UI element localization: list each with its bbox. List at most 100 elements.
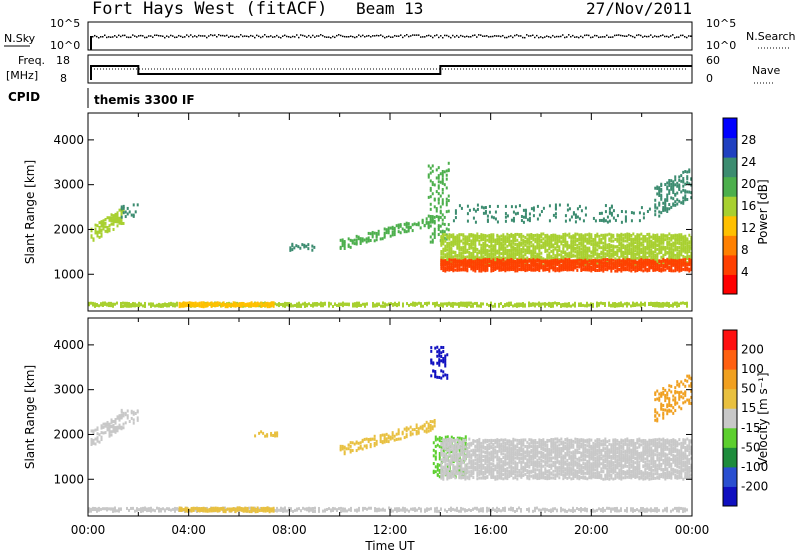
range-cell (480, 509, 482, 513)
range-cell (552, 267, 555, 271)
range-cell (590, 239, 593, 243)
range-cell (664, 252, 667, 256)
range-cell (540, 240, 543, 244)
nsky-sample (202, 35, 204, 37)
range-cell (126, 212, 129, 216)
range-cell (520, 238, 523, 242)
range-cell (490, 235, 493, 239)
nsky-sample (298, 36, 300, 39)
range-cell (682, 263, 685, 267)
range-cell (534, 240, 537, 244)
range-cell (346, 509, 348, 513)
range-cell (530, 240, 533, 244)
range-cell (397, 223, 400, 227)
range-cell (548, 256, 551, 260)
nsky-sample (164, 36, 166, 39)
range-cell (514, 234, 517, 238)
range-cell (508, 233, 511, 237)
range-cell (440, 255, 443, 259)
range-cell (468, 245, 471, 249)
range-cell (260, 430, 263, 434)
range-cell (494, 302, 496, 306)
range-cell (650, 259, 653, 263)
range-cell (596, 252, 599, 256)
range-cell (381, 433, 384, 437)
range-cell (640, 266, 643, 270)
range-cell (686, 262, 689, 266)
range-cell (628, 267, 631, 271)
range-cell (268, 302, 271, 306)
range-cell (500, 302, 502, 306)
range-cell (522, 215, 525, 219)
range-cell (132, 412, 135, 416)
range-cell (532, 254, 535, 258)
range-cell (634, 508, 636, 512)
range-cell (446, 265, 449, 269)
nsky-sample (142, 35, 144, 37)
nsky-sample (200, 35, 202, 37)
range-cell (584, 265, 587, 269)
range-cell (620, 241, 623, 245)
nsky-sample (196, 36, 198, 38)
range-cell (427, 422, 430, 426)
range-cell (182, 301, 185, 305)
range-cell (654, 239, 657, 243)
range-cell (626, 506, 628, 510)
range-cell (660, 211, 663, 215)
range-cell (680, 250, 683, 254)
range-cell (626, 251, 629, 255)
range-cell (359, 240, 362, 244)
range-cell (614, 509, 616, 513)
range-cell (478, 263, 481, 267)
range-cell (598, 302, 600, 306)
range-cell (644, 247, 647, 251)
nsky-sample (308, 34, 310, 37)
range-cell (208, 302, 211, 306)
range-cell (652, 301, 654, 305)
range-cell (486, 214, 489, 218)
range-cell (536, 262, 539, 266)
range-cell (532, 262, 535, 266)
range-cell (441, 179, 444, 183)
range-cell (482, 255, 485, 259)
range-cell (442, 264, 445, 268)
range-cell (256, 301, 259, 305)
range-cell (558, 301, 560, 305)
range-cell (648, 264, 651, 268)
range-cell (446, 241, 449, 245)
range-cell (554, 256, 557, 260)
range-cell (429, 224, 432, 228)
nsky-sample (418, 34, 420, 36)
range-cell (672, 269, 675, 273)
range-cell (318, 302, 320, 306)
nsky-sample (104, 34, 106, 37)
range-cell (94, 227, 97, 231)
range-cell (437, 215, 440, 219)
range-cell (686, 177, 689, 181)
range-cell (299, 246, 302, 250)
nsky-sample (252, 35, 254, 37)
range-cell (560, 240, 563, 244)
range-cell (224, 303, 227, 307)
nsky-trace (90, 34, 692, 50)
range-cell (344, 509, 346, 513)
range-cell (630, 255, 633, 259)
range-cell (280, 506, 282, 510)
range-cell (550, 257, 553, 261)
range-cell (496, 264, 499, 268)
range-cell (190, 508, 193, 512)
range-cell (676, 198, 679, 202)
range-cell (178, 508, 181, 512)
range-cell (434, 509, 436, 513)
range-cell (512, 506, 514, 510)
range-cell (672, 180, 675, 184)
nsky-sample (494, 35, 496, 37)
range-cell (586, 250, 589, 254)
range-cell (452, 304, 454, 308)
range-cell (650, 509, 652, 513)
range-cell (562, 302, 564, 306)
range-cell (436, 509, 438, 513)
range-cell (94, 223, 97, 227)
range-cell (384, 508, 386, 512)
range-cell (293, 246, 296, 250)
